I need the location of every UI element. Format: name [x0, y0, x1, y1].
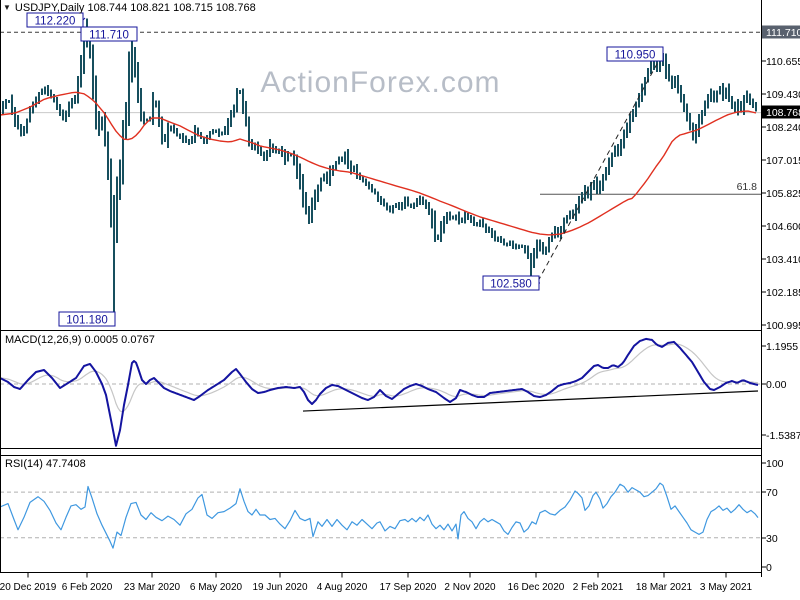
moving-average-line [0, 91, 757, 236]
macd-signal-line [0, 343, 759, 413]
macd-indicator-label: MACD(12,26,9) 0.0005 0.0767 [5, 334, 155, 346]
label-box [482, 275, 540, 291]
label-text: 112.220 [35, 16, 76, 28]
price-label-110.950 [606, 46, 664, 62]
y-axis-label: 70 [766, 487, 778, 499]
label-box [26, 12, 84, 28]
y-axis-label: 110.655 [766, 56, 800, 68]
watermark: ActionForex.com [260, 66, 501, 99]
price-label-101.180 [58, 311, 116, 327]
y-axis-highlight-box [762, 105, 800, 119]
x-axis-label: 6 May 2020 [190, 582, 243, 593]
y-axis-label: 105.825 [766, 188, 800, 200]
fib-618-label: 61.8 [737, 181, 758, 193]
y-axis-label: 102.185 [766, 287, 800, 299]
x-axis-label: 16 Dec 2020 [508, 582, 565, 593]
label-box [606, 46, 664, 62]
y-axis-highlight-label: 108.768 [766, 107, 800, 119]
label-text: 110.950 [615, 50, 656, 62]
price-label-112.220 [26, 12, 86, 28]
chart-title: USDJPY,Daily 108.744 108.821 108.715 108… [14, 2, 256, 14]
y-axis-highlight-box [762, 25, 800, 39]
macd-line [0, 337, 759, 447]
chart-title-bar: ▼ USDJPY,Daily 108.744 108.821 108.715 1… [3, 2, 256, 14]
y-axis-highlight-label: 111.710 [766, 27, 800, 39]
y-axis-label: 109.430 [766, 89, 800, 101]
y-axis-label: 100 [766, 458, 784, 470]
y-axis-label: 0.00 [766, 379, 787, 391]
label-text: 102.580 [490, 279, 532, 291]
x-axis-label: 2 Nov 2020 [444, 582, 496, 593]
y-axis-label: -1.5387 [766, 430, 800, 442]
price-trendline-dashed [537, 52, 664, 282]
label-text: 111.710 [89, 30, 129, 42]
y-axis-label: 0 [766, 562, 772, 574]
rsi-line [0, 482, 759, 549]
y-axis-label: 108.240 [766, 122, 800, 134]
y-axis-label: 30 [766, 533, 778, 545]
x-axis-label: 2 Feb 2021 [573, 582, 624, 593]
label-box [80, 26, 138, 42]
y-axis-label: 103.410 [766, 254, 800, 266]
x-axis-label: 3 May 2021 [700, 582, 753, 593]
x-axis-label: 18 Mar 2021 [636, 582, 693, 593]
y-axis-label: 104.600 [766, 221, 800, 233]
x-axis-label: 17 Sep 2020 [380, 582, 437, 593]
x-axis-label: 20 Dec 2019 [0, 582, 57, 593]
symbol-dropdown-icon[interactable]: ▼ [3, 3, 11, 12]
y-axis-label: 1.1955 [766, 341, 798, 353]
label-box [58, 311, 116, 327]
y-axis-label: 100.995 [766, 320, 800, 332]
x-axis-label: 6 Feb 2020 [62, 582, 113, 593]
price-label-111.710 [80, 26, 138, 42]
x-axis-label: 19 Jun 2020 [252, 582, 307, 593]
x-axis-label: 4 Aug 2020 [317, 582, 368, 593]
y-axis-label: 107.015 [766, 155, 800, 167]
label-text: 101.180 [66, 315, 108, 327]
price-bars [0, 18, 757, 320]
price-label-102.580 [482, 275, 540, 291]
macd-trendline [302, 390, 759, 412]
panel-borders [0, 0, 762, 577]
x-axis-label: 23 Mar 2020 [124, 582, 181, 593]
rsi-indicator-label: RSI(14) 47.7408 [5, 458, 86, 470]
axis-gutter [762, 0, 800, 600]
